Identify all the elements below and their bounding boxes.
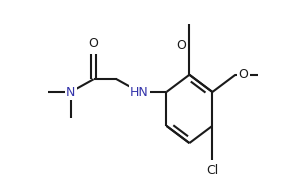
- Text: O: O: [239, 68, 248, 81]
- Text: HN: HN: [130, 86, 149, 98]
- Text: O: O: [176, 39, 186, 52]
- Text: N: N: [66, 86, 75, 98]
- Text: Cl: Cl: [206, 164, 218, 176]
- Text: O: O: [89, 38, 99, 50]
